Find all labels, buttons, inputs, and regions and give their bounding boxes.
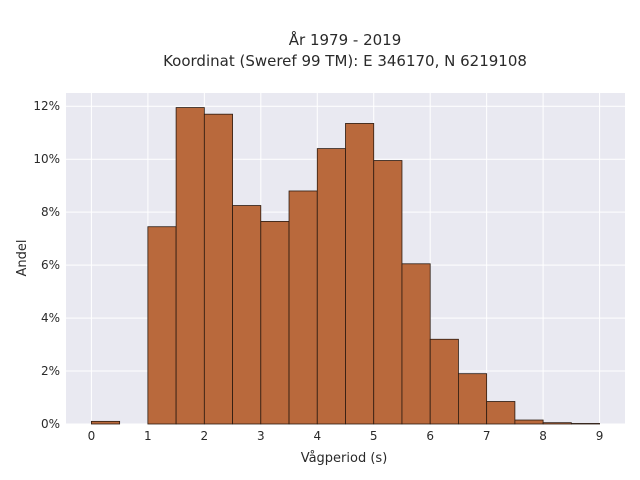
x-tick-label: 0 — [88, 429, 96, 443]
y-tick-label: 8% — [41, 205, 60, 219]
x-axis-title: Vågperiod (s) — [301, 451, 388, 466]
y-tick-label: 0% — [41, 417, 60, 431]
y-tick-label: 12% — [33, 99, 60, 113]
histogram-bar — [288, 190, 318, 425]
histogram-bar — [91, 420, 121, 425]
x-tick-label: 2 — [201, 429, 209, 443]
x-tick-label: 5 — [370, 429, 378, 443]
histogram-bar — [401, 263, 431, 425]
y-tick-label: 10% — [33, 152, 60, 166]
histogram-bar — [316, 148, 346, 425]
histogram-bar — [373, 160, 403, 425]
histogram-bar — [232, 205, 262, 425]
x-tick-label: 9 — [596, 429, 604, 443]
histogram-bar — [542, 422, 572, 425]
x-tick-label: 3 — [257, 429, 265, 443]
x-tick-label: 7 — [483, 429, 491, 443]
histogram-bar — [260, 221, 290, 425]
histogram-bar — [203, 113, 233, 425]
histogram-bar — [486, 401, 516, 425]
y-tick-label: 2% — [41, 364, 60, 378]
x-tick-label: 6 — [426, 429, 434, 443]
y-axis-title: Andel — [15, 240, 30, 277]
x-tick-label: 1 — [144, 429, 152, 443]
chart-subtitle: Koordinat (Sweref 99 TM): E 346170, N 62… — [163, 52, 527, 70]
histogram-bar — [514, 419, 544, 425]
histogram-bar — [570, 423, 600, 425]
histogram-bar — [458, 373, 488, 425]
y-axis-ticks: 0% 2% 4% 6% 8% 10% 12% — [33, 99, 60, 431]
y-tick-label: 6% — [41, 258, 60, 272]
y-tick-label: 4% — [41, 311, 60, 325]
histogram-bar — [345, 123, 375, 425]
histogram-bar — [147, 226, 177, 425]
histogram-bar — [429, 338, 459, 425]
chart-title: År 1979 - 2019 — [289, 30, 402, 49]
x-tick-label: 8 — [539, 429, 547, 443]
x-tick-label: 4 — [313, 429, 321, 443]
histogram-bar — [175, 107, 205, 425]
bars — [91, 107, 600, 425]
x-axis-ticks: 0 1 2 3 4 5 6 7 8 9 — [88, 429, 604, 443]
